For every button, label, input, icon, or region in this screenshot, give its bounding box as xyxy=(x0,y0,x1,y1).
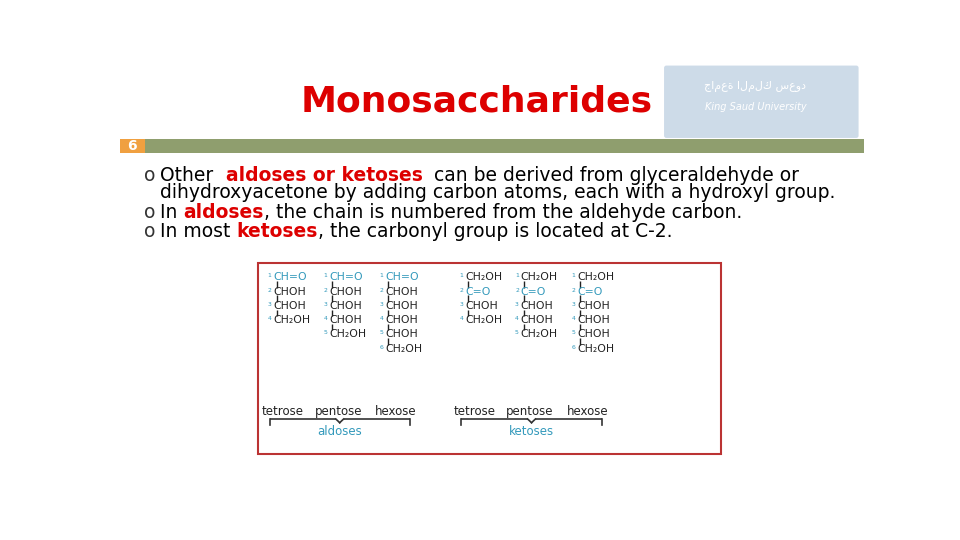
Text: tetrose: tetrose xyxy=(453,405,495,418)
Text: aldoses: aldoses xyxy=(318,425,362,438)
Text: CH₂OH: CH₂OH xyxy=(385,343,422,354)
Text: $^{4}$: $^{4}$ xyxy=(515,315,520,325)
Text: $^{3}$: $^{3}$ xyxy=(267,301,273,310)
Text: CH₂OH: CH₂OH xyxy=(329,329,367,339)
Text: King Saud University: King Saud University xyxy=(705,102,806,112)
Text: CH₂OH: CH₂OH xyxy=(520,329,558,339)
Text: CHOH: CHOH xyxy=(329,315,362,325)
Text: $^{3}$: $^{3}$ xyxy=(379,301,384,310)
Text: hexose: hexose xyxy=(375,405,417,418)
Text: In most: In most xyxy=(160,221,237,241)
Text: CHOH: CHOH xyxy=(385,329,418,339)
Text: hexose: hexose xyxy=(567,405,609,418)
Text: جامعة الملك سعود: جامعة الملك سعود xyxy=(705,81,806,92)
Text: ketoses: ketoses xyxy=(509,425,554,438)
Text: CH=O: CH=O xyxy=(385,272,419,282)
Text: $^{4}$: $^{4}$ xyxy=(267,315,273,325)
Text: CH₂OH: CH₂OH xyxy=(520,272,558,282)
Text: pentose: pentose xyxy=(315,405,362,418)
Text: $^{1}$: $^{1}$ xyxy=(379,273,384,282)
Text: $^{1}$: $^{1}$ xyxy=(459,273,464,282)
Text: $^{2}$: $^{2}$ xyxy=(379,287,384,296)
Text: $^{2}$: $^{2}$ xyxy=(515,287,520,296)
Text: $^{4}$: $^{4}$ xyxy=(323,315,328,325)
Text: $^{6}$: $^{6}$ xyxy=(571,344,576,353)
Text: CH₂OH: CH₂OH xyxy=(465,315,502,325)
Text: Other: Other xyxy=(160,166,226,185)
Text: can be derived from glyceraldehyde or: can be derived from glyceraldehyde or xyxy=(422,166,800,185)
Text: $^{4}$: $^{4}$ xyxy=(571,315,576,325)
Text: o: o xyxy=(144,166,156,185)
Text: CHOH: CHOH xyxy=(329,301,362,311)
Text: $^{4}$: $^{4}$ xyxy=(459,315,464,325)
Text: $^{5}$: $^{5}$ xyxy=(379,330,384,339)
Text: aldoses: aldoses xyxy=(183,203,264,222)
Text: C=O: C=O xyxy=(577,287,603,296)
Text: , the chain is numbered from the aldehyde carbon.: , the chain is numbered from the aldehyd… xyxy=(264,203,742,222)
Text: $^{3}$: $^{3}$ xyxy=(571,301,576,310)
Text: 6: 6 xyxy=(128,139,137,153)
Text: $^{1}$: $^{1}$ xyxy=(571,273,576,282)
Text: CHOH: CHOH xyxy=(520,301,553,311)
Text: $^{1}$: $^{1}$ xyxy=(515,273,520,282)
Text: CH₂OH: CH₂OH xyxy=(274,315,311,325)
Text: $^{5}$: $^{5}$ xyxy=(515,330,520,339)
Text: CH=O: CH=O xyxy=(329,272,363,282)
Text: In: In xyxy=(160,203,183,222)
Bar xyxy=(120,139,864,153)
Text: $^{3}$: $^{3}$ xyxy=(459,301,464,310)
Text: CH₂OH: CH₂OH xyxy=(577,272,614,282)
Text: , the carbonyl group is located at C-2.: , the carbonyl group is located at C-2. xyxy=(318,221,673,241)
Text: CHOH: CHOH xyxy=(274,301,306,311)
Text: $^{3}$: $^{3}$ xyxy=(515,301,520,310)
Text: CHOH: CHOH xyxy=(465,301,497,311)
Text: C=O: C=O xyxy=(520,287,546,296)
Text: Monosaccharides: Monosaccharides xyxy=(300,85,653,119)
Text: CHOH: CHOH xyxy=(385,301,418,311)
Text: ketoses: ketoses xyxy=(237,221,318,241)
Text: o: o xyxy=(144,221,156,241)
Text: C=O: C=O xyxy=(465,287,491,296)
Text: CHOH: CHOH xyxy=(577,301,610,311)
Text: $^{3}$: $^{3}$ xyxy=(324,301,328,310)
Text: CHOH: CHOH xyxy=(274,287,306,296)
Text: $^{2}$: $^{2}$ xyxy=(267,287,273,296)
Text: CH=O: CH=O xyxy=(274,272,307,282)
Text: tetrose: tetrose xyxy=(262,405,303,418)
Text: CH₂OH: CH₂OH xyxy=(577,343,614,354)
Text: aldoses or ketoses: aldoses or ketoses xyxy=(226,166,422,185)
Text: CH₂OH: CH₂OH xyxy=(465,272,502,282)
Text: CHOH: CHOH xyxy=(385,315,418,325)
Text: CHOH: CHOH xyxy=(385,287,418,296)
Text: dihydroxyacetone by adding carbon atoms, each with a hydroxyl group.: dihydroxyacetone by adding carbon atoms,… xyxy=(160,183,835,202)
Text: o: o xyxy=(144,203,156,222)
Bar xyxy=(120,139,145,153)
Text: CHOH: CHOH xyxy=(329,287,362,296)
Text: $^{6}$: $^{6}$ xyxy=(379,344,384,353)
Bar xyxy=(258,264,721,455)
Text: $^{5}$: $^{5}$ xyxy=(324,330,328,339)
Text: $^{2}$: $^{2}$ xyxy=(459,287,464,296)
FancyBboxPatch shape xyxy=(664,65,858,138)
Text: CHOH: CHOH xyxy=(577,329,610,339)
Text: CHOH: CHOH xyxy=(577,315,610,325)
Text: $^{4}$: $^{4}$ xyxy=(378,315,384,325)
Text: $^{2}$: $^{2}$ xyxy=(571,287,576,296)
Text: CHOH: CHOH xyxy=(520,315,553,325)
Text: $^{5}$: $^{5}$ xyxy=(571,330,576,339)
Text: $^{1}$: $^{1}$ xyxy=(267,273,273,282)
Text: $^{1}$: $^{1}$ xyxy=(324,273,328,282)
Text: $^{2}$: $^{2}$ xyxy=(324,287,328,296)
Text: pentose: pentose xyxy=(506,405,554,418)
